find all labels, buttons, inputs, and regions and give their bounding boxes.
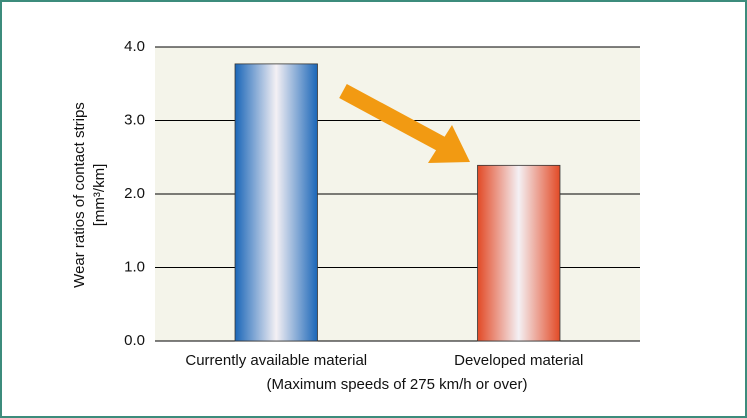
bar: [234, 63, 318, 342]
y-tick-label: 3.0: [124, 111, 145, 128]
y-tick-label: 2.0: [124, 185, 145, 202]
trend-arrow: [339, 83, 470, 163]
y-axis-title: Wear ratios of contact strips [mm³/km]: [71, 102, 108, 288]
y-tick-label: 4.0: [124, 38, 145, 55]
x-tick-label: Developed material: [454, 352, 583, 369]
y-axis-title-line: Wear ratios of contact strips: [71, 102, 88, 288]
arrow-shaft: [339, 83, 449, 154]
x-axis-title: (Maximum speeds of 275 km/h or over): [267, 376, 528, 393]
x-tick-label: Currently available material: [185, 352, 367, 369]
arrow-head: [428, 125, 470, 163]
y-tick-label: 0.0: [124, 332, 145, 349]
y-tick-label: 1.0: [124, 258, 145, 275]
bar: [477, 164, 561, 342]
y-axis-title-line: [mm³/km]: [91, 164, 108, 226]
marks: 0.0 1.0 2.0 3.0 4.0 Currently available mater…: [124, 38, 640, 369]
